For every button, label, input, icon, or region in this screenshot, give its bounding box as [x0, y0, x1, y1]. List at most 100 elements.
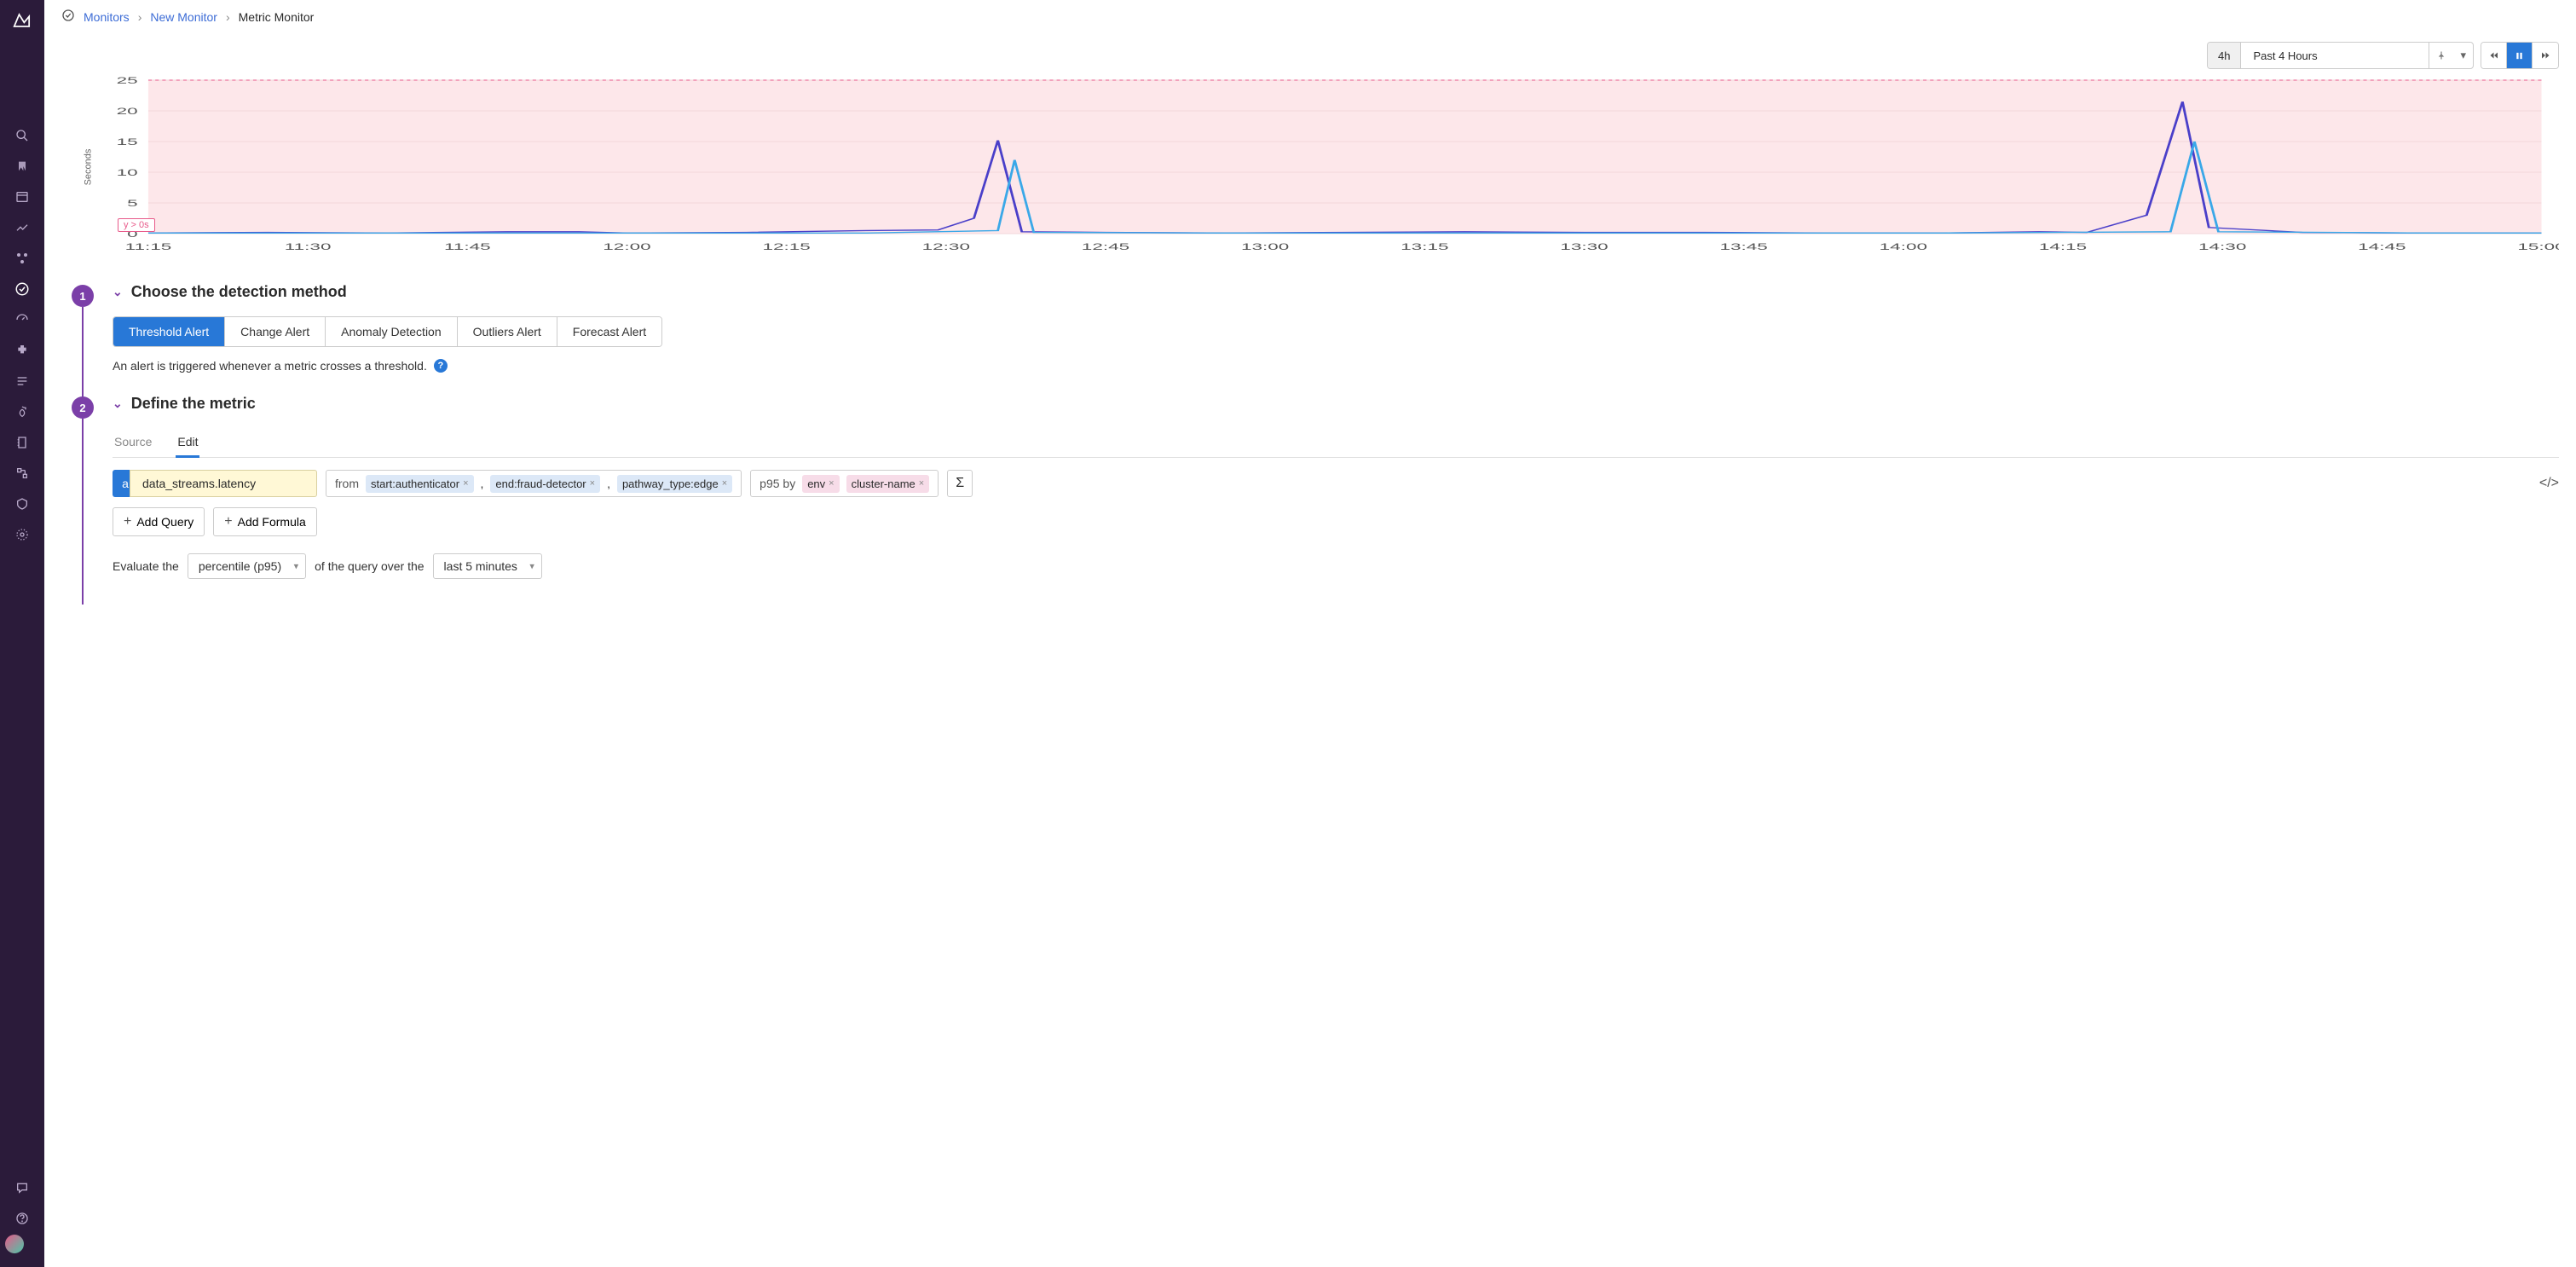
change-alert-button[interactable]: Change Alert	[225, 317, 326, 346]
time-caret-icon[interactable]: ▾	[2453, 43, 2473, 68]
breadcrumb-monitors[interactable]: Monitors	[84, 10, 130, 24]
remove-tag-icon[interactable]: ×	[919, 478, 924, 489]
chart-svg: 051015202511:1511:3011:4512:0012:1512:30…	[78, 76, 2559, 255]
remove-tag-icon[interactable]: ×	[829, 478, 834, 489]
remove-tag-icon[interactable]: ×	[590, 478, 595, 489]
svg-text:11:30: 11:30	[285, 241, 332, 252]
breadcrumb-sep: ›	[226, 10, 230, 24]
forecast-alert-button[interactable]: Forecast Alert	[557, 317, 661, 346]
rum-icon[interactable]	[5, 520, 39, 549]
search-icon[interactable]	[5, 121, 39, 150]
svg-text:11:45: 11:45	[444, 241, 491, 252]
breadcrumb-new-monitor[interactable]: New Monitor	[150, 10, 217, 24]
metrics-icon[interactable]	[5, 213, 39, 242]
playback-controls	[2481, 42, 2559, 69]
monitors-icon[interactable]	[5, 275, 39, 304]
svg-text:25: 25	[117, 76, 138, 85]
svg-text:13:00: 13:00	[1241, 241, 1290, 252]
from-label: from	[335, 477, 359, 490]
tab-source[interactable]: Source	[113, 428, 153, 458]
metric-input[interactable]: data_streams.latency	[130, 470, 317, 497]
help-tooltip-icon[interactable]: ?	[434, 359, 448, 373]
config-steps: 1 ⌄ Choose the detection method Threshol…	[113, 283, 2559, 579]
svg-text:10: 10	[117, 167, 138, 177]
chat-icon[interactable]	[5, 1173, 39, 1202]
time-label[interactable]: Past 4 Hours	[2241, 49, 2429, 62]
logs-icon[interactable]	[5, 367, 39, 396]
breadcrumb: Monitors › New Monitor › Metric Monitor	[61, 9, 2559, 25]
add-buttons: +Add Query +Add Formula	[113, 507, 2559, 536]
from-filter[interactable]: from start:authenticator ×, end:fraud-de…	[326, 470, 742, 497]
svg-text:12:00: 12:00	[603, 241, 651, 252]
time-preset[interactable]: 4h	[2208, 43, 2241, 68]
help-icon[interactable]	[5, 1204, 39, 1233]
integrations-icon[interactable]	[5, 336, 39, 365]
infrastructure-icon[interactable]	[5, 244, 39, 273]
remove-tag-icon[interactable]: ×	[722, 478, 727, 489]
pause-button[interactable]	[2507, 43, 2533, 68]
forward-button[interactable]	[2533, 43, 2558, 68]
aggregation-button[interactable]: Σ	[947, 470, 973, 497]
step-1-badge: 1	[72, 285, 94, 307]
svg-text:15: 15	[117, 136, 138, 147]
plus-icon: +	[224, 514, 232, 529]
datadog-logo-icon[interactable]	[7, 5, 38, 36]
security-icon[interactable]	[5, 397, 39, 426]
filter-tag[interactable]: start:authenticator ×	[366, 475, 474, 493]
svg-text:12:30: 12:30	[922, 241, 971, 252]
step-2-title: Define the metric	[131, 395, 256, 413]
eval-mid: of the query over the	[315, 559, 424, 573]
step-2-header[interactable]: ⌄ Define the metric	[113, 395, 2559, 413]
ux-icon[interactable]	[5, 489, 39, 518]
detection-desc-text: An alert is triggered whenever a metric …	[113, 359, 427, 373]
watchdog-icon[interactable]	[5, 152, 39, 181]
svg-text:15:00: 15:00	[2517, 241, 2559, 252]
dashboards-icon[interactable]	[5, 182, 39, 211]
apm-icon[interactable]	[5, 305, 39, 334]
ci-icon[interactable]	[5, 459, 39, 488]
agg-label: p95 by	[760, 477, 795, 490]
svg-text:13:45: 13:45	[1719, 241, 1768, 252]
svg-text:20: 20	[117, 106, 138, 116]
filter-tag[interactable]: pathway_type:edge ×	[617, 475, 732, 493]
chevron-down-icon: ⌄	[113, 396, 123, 411]
query-row: a data_streams.latency from start:authen…	[113, 470, 2559, 497]
groupby-tag[interactable]: env ×	[802, 475, 839, 493]
notebooks-icon[interactable]	[5, 428, 39, 457]
step-connector	[82, 419, 84, 605]
rewind-button[interactable]	[2481, 43, 2507, 68]
avatar[interactable]	[5, 1235, 24, 1253]
metric-chart: Seconds 051015202511:1511:3011:4512:0012…	[78, 76, 2559, 257]
groupby-tag[interactable]: cluster-name ×	[846, 475, 930, 493]
threshold-alert-button[interactable]: Threshold Alert	[113, 317, 225, 346]
chart-y-axis-label: Seconds	[83, 148, 93, 185]
svg-text:5: 5	[127, 198, 138, 208]
code-toggle-icon[interactable]: </>	[2539, 476, 2559, 491]
main-content: Monitors › New Monitor › Metric Monitor …	[44, 0, 2576, 1267]
time-picker[interactable]: 4h Past 4 Hours ▾	[2207, 42, 2474, 69]
remove-tag-icon[interactable]: ×	[463, 478, 468, 489]
svg-text:14:30: 14:30	[2198, 241, 2247, 252]
plus-icon: +	[124, 514, 131, 529]
breadcrumb-sep: ›	[138, 10, 142, 24]
step-2-badge: 2	[72, 396, 94, 419]
tab-edit[interactable]: Edit	[176, 428, 199, 458]
svg-text:14:15: 14:15	[2039, 241, 2088, 252]
window-select[interactable]: last 5 minutes	[433, 553, 542, 579]
metric-tabs: Source Edit	[113, 428, 2559, 458]
anomaly-detection-button[interactable]: Anomaly Detection	[326, 317, 458, 346]
svg-text:13:15: 13:15	[1401, 241, 1449, 252]
filter-tag[interactable]: end:fraud-detector ×	[490, 475, 600, 493]
step-1-header[interactable]: ⌄ Choose the detection method	[113, 283, 2559, 301]
threshold-label: y > 0s	[118, 218, 155, 232]
outliers-alert-button[interactable]: Outliers Alert	[458, 317, 557, 346]
aggregation-select[interactable]: percentile (p95)	[188, 553, 306, 579]
add-query-button[interactable]: +Add Query	[113, 507, 205, 536]
add-formula-button[interactable]: +Add Formula	[213, 507, 317, 536]
groupby-filter[interactable]: p95 by env × cluster-name ×	[750, 470, 939, 497]
svg-text:14:45: 14:45	[2358, 241, 2406, 252]
pin-icon[interactable]	[2429, 43, 2453, 68]
step-detection-method: 1 ⌄ Choose the detection method Threshol…	[113, 283, 2559, 373]
sidebar-bottom	[5, 1173, 39, 1260]
breadcrumb-current: Metric Monitor	[239, 10, 315, 24]
